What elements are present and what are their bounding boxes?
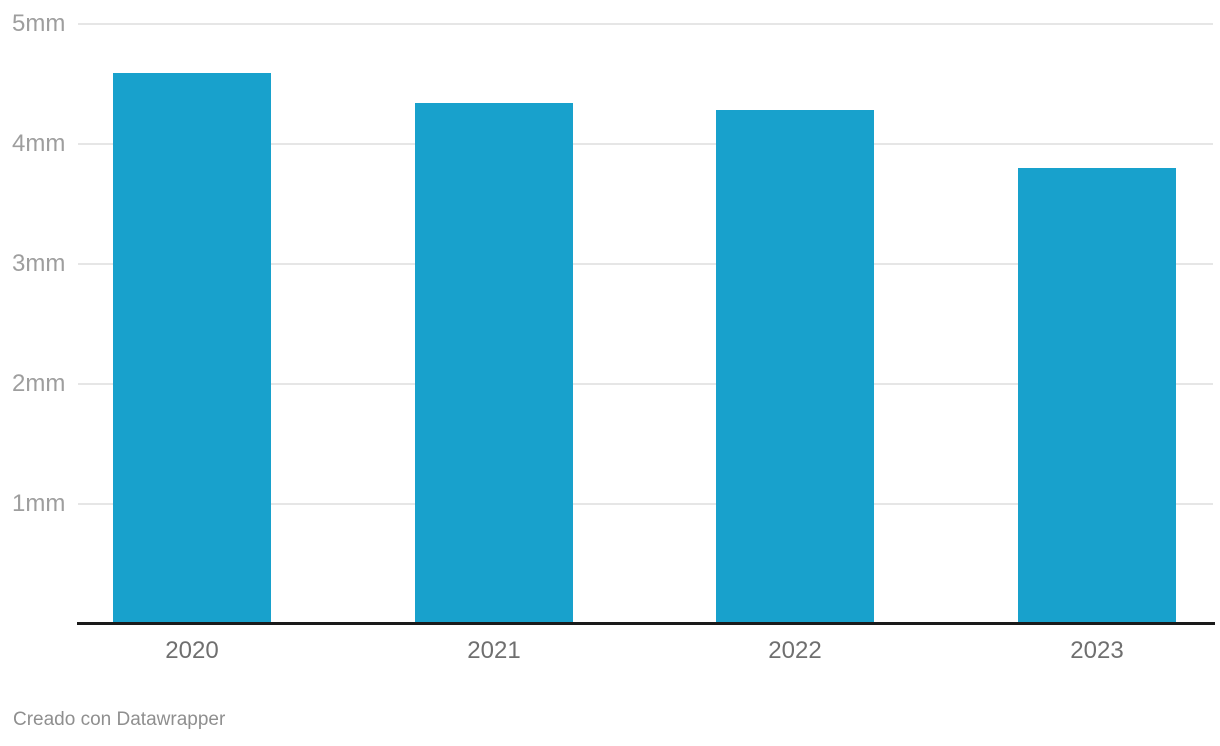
y-tick-label-4mm: 4mm — [12, 130, 66, 157]
x-axis-line — [77, 622, 1215, 625]
bar-2023[interactable] — [1018, 168, 1176, 624]
y-gridline-1mm — [78, 503, 1213, 505]
datawrapper-attribution-link[interactable]: Creado con Datawrapper — [13, 709, 226, 730]
y-tick-label-5mm: 5mm — [12, 10, 66, 37]
y-gridline-4mm — [78, 143, 1213, 145]
bar-2022[interactable] — [716, 110, 874, 624]
x-tick-label-2020: 2020 — [165, 637, 219, 664]
y-tick-label-2mm: 2mm — [12, 370, 66, 397]
y-gridline-3mm — [78, 263, 1213, 265]
y-tick-label-1mm: 1mm — [12, 490, 66, 517]
y-gridline-2mm — [78, 383, 1213, 385]
bar-2020[interactable] — [113, 73, 271, 624]
y-tick-label-3mm: 3mm — [12, 250, 66, 277]
x-tick-label-2022: 2022 — [768, 637, 822, 664]
x-tick-label-2023: 2023 — [1070, 637, 1124, 664]
y-gridline-5mm — [78, 23, 1213, 25]
x-tick-label-2021: 2021 — [467, 637, 521, 664]
bar-2021[interactable] — [415, 103, 573, 624]
